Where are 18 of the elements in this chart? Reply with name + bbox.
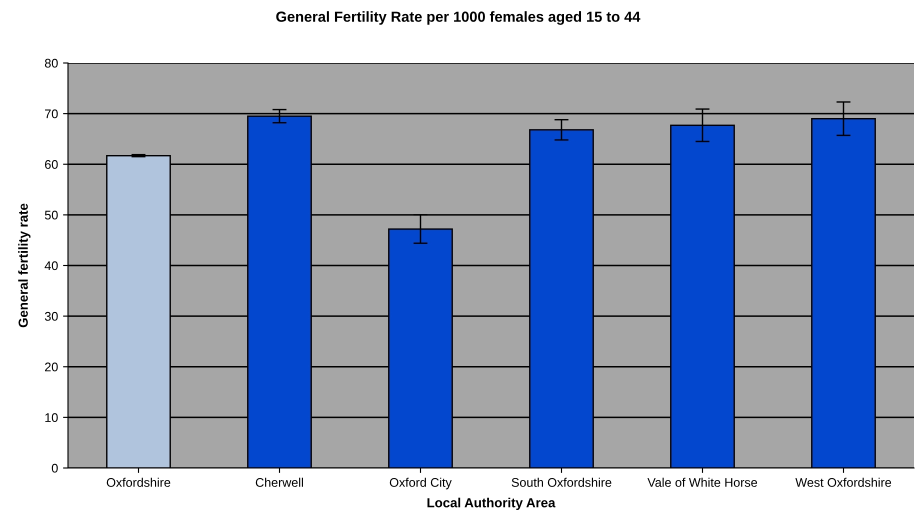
x-axis-title: Local Authority Area bbox=[428, 498, 556, 510]
y-tick-label: 80 bbox=[44, 58, 58, 68]
chart-title: General Fertility Rate per 1000 females aged 15 to 44 bbox=[276, 11, 640, 25]
y-tick-label: 60 bbox=[45, 160, 58, 169]
x-tick-label: Vale of White Horse bbox=[647, 478, 758, 487]
y-tick-label: 40 bbox=[44, 261, 58, 270]
x-tick-label: Cherwell bbox=[256, 478, 303, 487]
y-tick-label: 20 bbox=[45, 362, 58, 372]
x-tick-label: Oxfordshire bbox=[106, 478, 170, 487]
y-tick-label: 50 bbox=[44, 210, 58, 220]
x-tick-label: Oxford City bbox=[390, 478, 452, 490]
x-tick-label: West Oxfordshire bbox=[795, 478, 892, 487]
y-tick-label: 70 bbox=[45, 109, 58, 118]
y-tick-label: 10 bbox=[45, 413, 58, 422]
x-tick-label: South Oxfordshire bbox=[512, 478, 612, 487]
y-axis-title: General fertility rate bbox=[18, 204, 30, 328]
y-tick-label: 0 bbox=[52, 464, 58, 473]
y-tick-label: 30 bbox=[44, 312, 58, 321]
